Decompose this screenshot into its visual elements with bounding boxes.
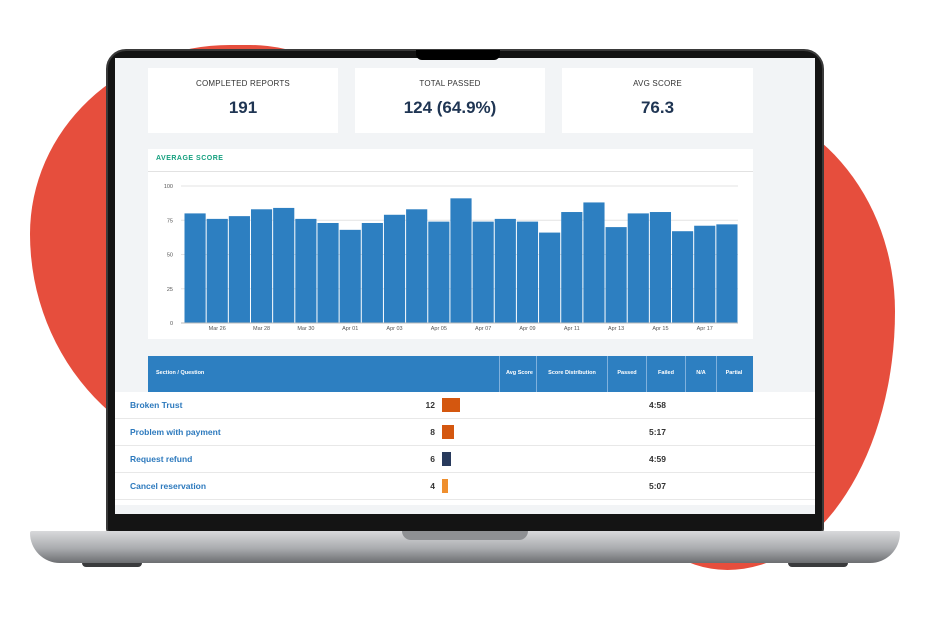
column-header-failed[interactable]: Failed xyxy=(658,370,674,377)
chart-bar xyxy=(539,232,561,323)
chart-bar xyxy=(339,229,361,323)
chart-bar xyxy=(583,202,605,323)
row-distribution-bar xyxy=(442,398,460,412)
row-count: 8 xyxy=(430,427,435,437)
row-distribution-bar xyxy=(442,425,454,439)
column-divider xyxy=(716,356,717,392)
chart-bar xyxy=(627,213,649,323)
chart-bar xyxy=(649,212,672,323)
table-row[interactable]: Request refund 6 4:59 xyxy=(115,446,815,473)
stat-card-label: AVG SCORE xyxy=(633,79,682,88)
table-row[interactable]: Broken Trust 12 4:58 xyxy=(115,392,815,419)
chart-bar xyxy=(317,222,339,323)
chart-bar xyxy=(383,214,406,323)
column-divider xyxy=(685,356,686,392)
row-time: 4:58 xyxy=(649,400,667,410)
laptop-foot-right xyxy=(788,563,848,567)
column-divider xyxy=(499,356,500,392)
x-tick-label: Mar 28 xyxy=(253,326,270,332)
row-time: 5:07 xyxy=(649,481,667,491)
x-tick-label: Apr 09 xyxy=(519,326,535,332)
chart-bar xyxy=(206,218,228,323)
chart-bar xyxy=(716,224,738,323)
row-section-link[interactable]: Cancel reservation xyxy=(130,481,207,491)
x-tick-label: Apr 17 xyxy=(697,326,713,332)
chart-bar xyxy=(494,218,516,323)
stat-card-avg-score: AVG SCORE 76.3 xyxy=(562,68,753,133)
chart-bar xyxy=(295,218,317,323)
table-row[interactable]: Cancel reservation 4 5:07 xyxy=(115,473,815,500)
stat-card-value: 124 (64.9%) xyxy=(403,98,497,117)
column-header-passed[interactable]: Passed xyxy=(617,370,637,377)
column-header-partial[interactable]: Partial xyxy=(725,370,743,377)
x-tick-label: Apr 05 xyxy=(431,326,447,332)
chart-bar xyxy=(250,209,273,323)
chart-bar xyxy=(273,207,295,323)
table-row[interactable]: Problem with payment 8 5:17 xyxy=(115,419,815,446)
row-time: 5:17 xyxy=(649,427,667,437)
average-score-bar-chart: 0 25 50 75 100 Mar 26 Mar 28 Mar 30 Apr 01 Apr 03… xyxy=(164,184,738,332)
chart-bar xyxy=(516,221,539,323)
x-tick-label: Apr 15 xyxy=(652,326,668,332)
row-count: 12 xyxy=(425,400,435,410)
stat-card-value: 76.3 xyxy=(640,98,675,117)
column-header-avg-score[interactable]: Avg Score xyxy=(505,370,533,377)
chart-bar xyxy=(694,225,716,323)
column-divider xyxy=(646,356,647,392)
x-tick-label: Apr 03 xyxy=(386,326,402,332)
row-count: 6 xyxy=(430,454,435,464)
chart-bar xyxy=(361,222,383,323)
laptop-foot-left xyxy=(82,563,142,567)
x-tick-label: Apr 01 xyxy=(342,326,358,332)
chart-bar xyxy=(184,213,206,323)
chart-bar xyxy=(561,212,583,323)
x-tick-label: Mar 30 xyxy=(297,326,314,332)
column-header-na[interactable]: N/A xyxy=(696,370,706,377)
stat-card-total-passed: TOTAL PASSED 124 (64.9%) xyxy=(355,68,545,133)
row-distribution-bar xyxy=(442,479,448,493)
y-tick-label: 0 xyxy=(170,321,173,327)
x-tick-label: Apr 13 xyxy=(608,326,624,332)
stat-card-label: COMPLETED REPORTS xyxy=(196,79,290,88)
column-header-section[interactable]: Section / Question xyxy=(156,370,205,377)
y-tick-label: 75 xyxy=(167,218,173,224)
chart-title: AVERAGE SCORE xyxy=(156,155,224,162)
row-count: 4 xyxy=(430,481,435,491)
chart-bar xyxy=(605,227,627,323)
chart-bar xyxy=(428,221,450,323)
chart-bar xyxy=(228,216,250,323)
column-divider xyxy=(607,356,608,392)
stat-card-label: TOTAL PASSED xyxy=(419,79,481,88)
row-distribution-bar xyxy=(442,452,451,466)
laptop-base-notch xyxy=(402,531,528,540)
chart-bar xyxy=(450,198,472,323)
row-section-link[interactable]: Problem with payment xyxy=(130,427,221,437)
dashboard-screen: COMPLETED REPORTS 191 TOTAL PASSED 124 (… xyxy=(115,58,815,514)
column-divider xyxy=(536,356,537,392)
chart-title-divider xyxy=(148,171,753,172)
x-tick-label: Apr 11 xyxy=(564,326,580,332)
row-time: 4:59 xyxy=(649,454,667,464)
chart-bar xyxy=(672,231,694,323)
stat-card-completed-reports: COMPLETED REPORTS 191 xyxy=(148,68,338,133)
row-section-link[interactable]: Request refund xyxy=(130,454,193,464)
table-header: Section / Question Avg Score Score Distr… xyxy=(148,356,753,392)
average-score-chart-panel: AVERAGE SCORE 0 25 50 75 100 Mar 26 Mar 28 Mar … xyxy=(148,149,753,339)
y-tick-label: 25 xyxy=(167,287,173,293)
chart-bar xyxy=(472,221,494,323)
camera-notch xyxy=(416,50,500,60)
chart-bar xyxy=(406,209,428,323)
x-tick-label: Mar 26 xyxy=(209,326,226,332)
column-header-score-distribution[interactable]: Score Distribution xyxy=(548,370,596,377)
y-tick-label: 100 xyxy=(164,184,173,190)
y-tick-label: 50 xyxy=(167,253,173,259)
screen-bezel-bottom xyxy=(115,514,815,533)
table-body: Broken Trust 12 4:58 Problem with paymen… xyxy=(115,392,815,505)
x-tick-label: Apr 07 xyxy=(475,326,491,332)
stat-card-value: 191 xyxy=(228,98,258,117)
row-section-link[interactable]: Broken Trust xyxy=(130,400,183,410)
